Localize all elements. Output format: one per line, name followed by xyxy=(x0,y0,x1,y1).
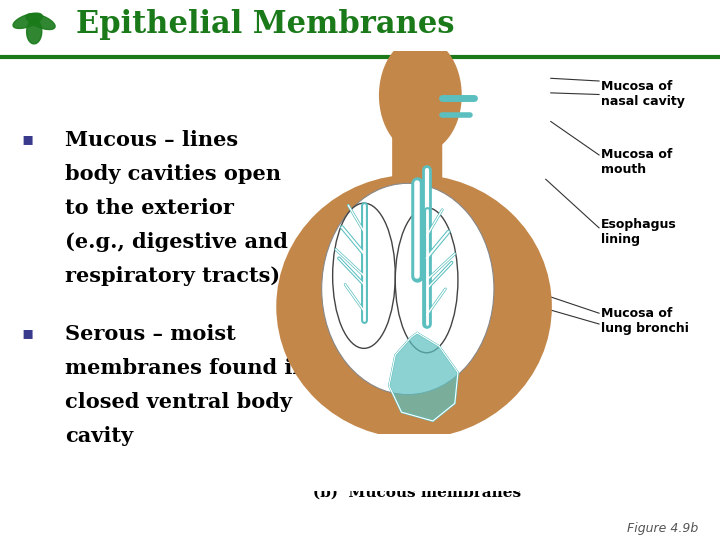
Text: Figure 4.9b: Figure 4.9b xyxy=(627,522,698,535)
Text: ▪: ▪ xyxy=(22,324,34,342)
Polygon shape xyxy=(27,19,42,44)
Text: (e.g., digestive and: (e.g., digestive and xyxy=(65,232,288,252)
Text: closed ventral body: closed ventral body xyxy=(65,392,292,412)
Polygon shape xyxy=(26,14,55,30)
Text: ▪: ▪ xyxy=(22,130,34,147)
Text: Mucosa of
lung bronchi: Mucosa of lung bronchi xyxy=(601,307,689,335)
FancyBboxPatch shape xyxy=(239,434,615,514)
Circle shape xyxy=(379,38,461,152)
Text: (b)  Mucous membranes: (b) Mucous membranes xyxy=(313,485,521,500)
Ellipse shape xyxy=(333,203,395,348)
Text: Mucosa of
nasal cavity: Mucosa of nasal cavity xyxy=(601,80,685,109)
Text: body cavities open: body cavities open xyxy=(65,164,281,184)
Text: membranes found in: membranes found in xyxy=(65,358,307,378)
Text: Mucous – lines: Mucous – lines xyxy=(65,130,238,150)
Text: Epithelial Membranes: Epithelial Membranes xyxy=(76,9,454,40)
Text: Mucosa of
mouth: Mucosa of mouth xyxy=(601,148,672,176)
Ellipse shape xyxy=(276,174,552,438)
Ellipse shape xyxy=(322,183,494,395)
Polygon shape xyxy=(13,13,42,29)
Polygon shape xyxy=(389,333,458,421)
Text: Serous – moist: Serous – moist xyxy=(65,324,235,344)
Ellipse shape xyxy=(395,207,458,353)
Text: respiratory tracts): respiratory tracts) xyxy=(65,266,280,286)
Text: to the exterior: to the exterior xyxy=(65,198,234,218)
FancyBboxPatch shape xyxy=(392,100,442,188)
Text: cavity: cavity xyxy=(65,426,133,446)
Text: Esophagus
lining: Esophagus lining xyxy=(601,218,677,246)
